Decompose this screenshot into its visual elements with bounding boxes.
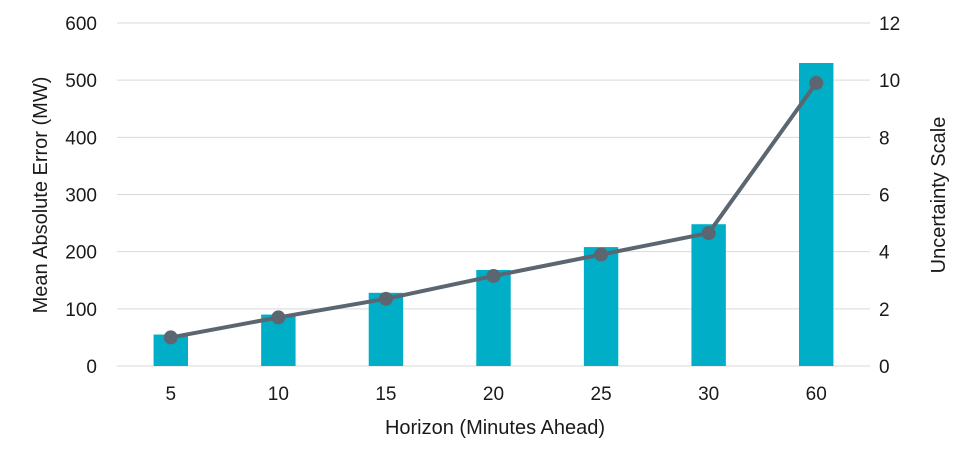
left-axis-ticks: 0 100 200 300 400 500 600 bbox=[65, 14, 97, 378]
bar bbox=[476, 269, 511, 366]
right-axis-ticks: 0 2 4 6 8 10 12 bbox=[879, 14, 900, 378]
x-tick-label: 20 bbox=[483, 384, 504, 405]
x-tick-label: 10 bbox=[268, 384, 289, 405]
y2-axis-title: Uncertainty Scale bbox=[928, 117, 950, 274]
bar bbox=[691, 224, 726, 366]
right-tick-label: 10 bbox=[879, 71, 900, 92]
line-point bbox=[378, 291, 393, 306]
line-point bbox=[701, 226, 716, 241]
bar bbox=[799, 63, 834, 367]
x-tick-label: 25 bbox=[591, 384, 612, 405]
right-tick-label: 0 bbox=[879, 357, 890, 378]
x-tick-label: 5 bbox=[165, 384, 176, 405]
line-point bbox=[163, 330, 178, 345]
gridlines bbox=[117, 22, 870, 367]
line-series bbox=[163, 76, 824, 345]
left-tick-label: 300 bbox=[65, 186, 97, 207]
left-tick-label: 500 bbox=[65, 71, 97, 92]
left-tick-label: 0 bbox=[86, 357, 97, 378]
line-point bbox=[594, 247, 609, 262]
right-tick-label: 6 bbox=[879, 186, 890, 207]
right-tick-label: 8 bbox=[879, 128, 890, 149]
x-tick-label: 60 bbox=[806, 384, 827, 405]
right-tick-label: 2 bbox=[879, 300, 890, 321]
left-tick-label: 100 bbox=[65, 300, 97, 321]
x-axis-ticks: 5 10 15 20 25 30 60 bbox=[165, 384, 826, 405]
x-tick-label: 30 bbox=[698, 384, 719, 405]
line-point bbox=[809, 76, 824, 91]
x-tick-label: 15 bbox=[375, 384, 396, 405]
x-axis-title: Horizon (Minutes Ahead) bbox=[385, 417, 605, 439]
left-tick-label: 200 bbox=[65, 243, 97, 264]
bar bbox=[583, 247, 619, 366]
line-point bbox=[486, 268, 501, 283]
left-tick-label: 400 bbox=[65, 128, 97, 149]
right-tick-label: 12 bbox=[879, 14, 900, 35]
right-tick-label: 4 bbox=[879, 243, 890, 264]
line-point bbox=[271, 310, 286, 325]
left-tick-label: 600 bbox=[65, 14, 97, 35]
y-axis-title: Mean Absolute Error (MW) bbox=[30, 77, 52, 314]
